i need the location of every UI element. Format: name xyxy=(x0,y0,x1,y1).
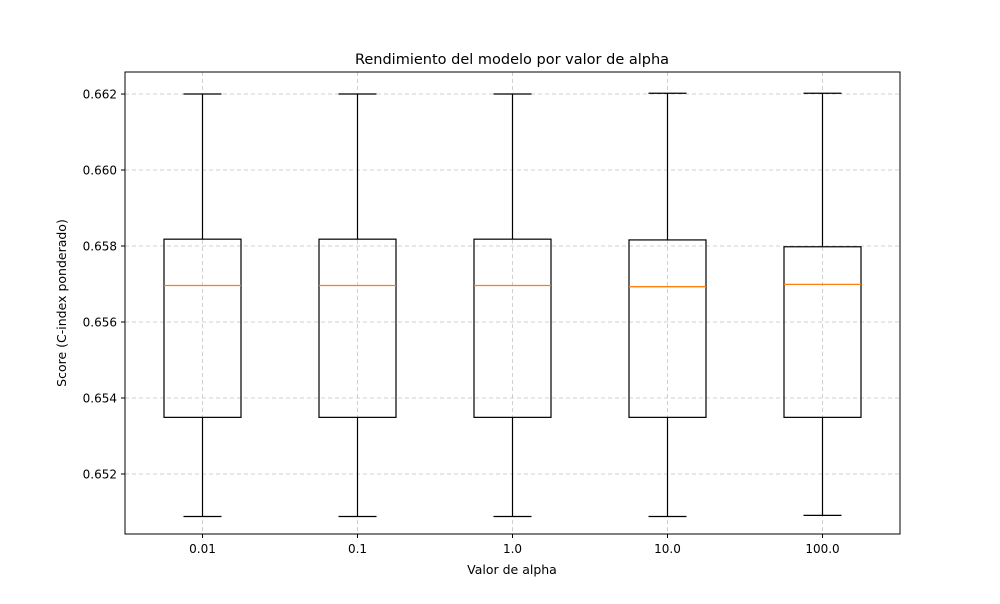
box-iqr xyxy=(628,239,707,418)
x-tick-label: 1.0 xyxy=(503,542,522,556)
x-axis-label: Valor de alpha xyxy=(467,562,557,577)
box-0.01 xyxy=(163,93,242,518)
box-10.0 xyxy=(628,92,707,518)
y-tick-label: 0.658 xyxy=(83,240,117,254)
y-tick-label: 0.662 xyxy=(83,88,117,102)
box-100.0 xyxy=(783,92,862,516)
boxes xyxy=(163,92,862,518)
x-tick-label: 100.0 xyxy=(805,542,839,556)
y-tick-label: 0.652 xyxy=(83,467,117,481)
box-0.1 xyxy=(318,93,397,518)
box-iqr xyxy=(318,238,397,418)
y-tick-label: 0.654 xyxy=(83,391,117,405)
x-tick-label: 0.1 xyxy=(348,542,367,556)
box-iqr xyxy=(783,246,862,418)
x-tick-label: 10.0 xyxy=(654,542,681,556)
y-tick-label: 0.660 xyxy=(83,164,117,178)
y-tick-label: 0.656 xyxy=(83,315,117,329)
x-axis-ticks: 0.01 0.1 1.0 10.0 100.0 xyxy=(189,534,840,556)
y-axis-label: Score (C-index ponderado) xyxy=(54,219,69,387)
chart-title: Rendimiento del modelo por valor de alph… xyxy=(355,52,669,68)
box-iqr xyxy=(163,238,242,418)
y-axis-ticks: 0.652 0.654 0.656 0.658 0.660 0.662 xyxy=(83,88,125,481)
box-iqr xyxy=(473,238,552,418)
x-tick-label: 0.01 xyxy=(189,542,216,556)
box-1.0 xyxy=(473,93,552,518)
